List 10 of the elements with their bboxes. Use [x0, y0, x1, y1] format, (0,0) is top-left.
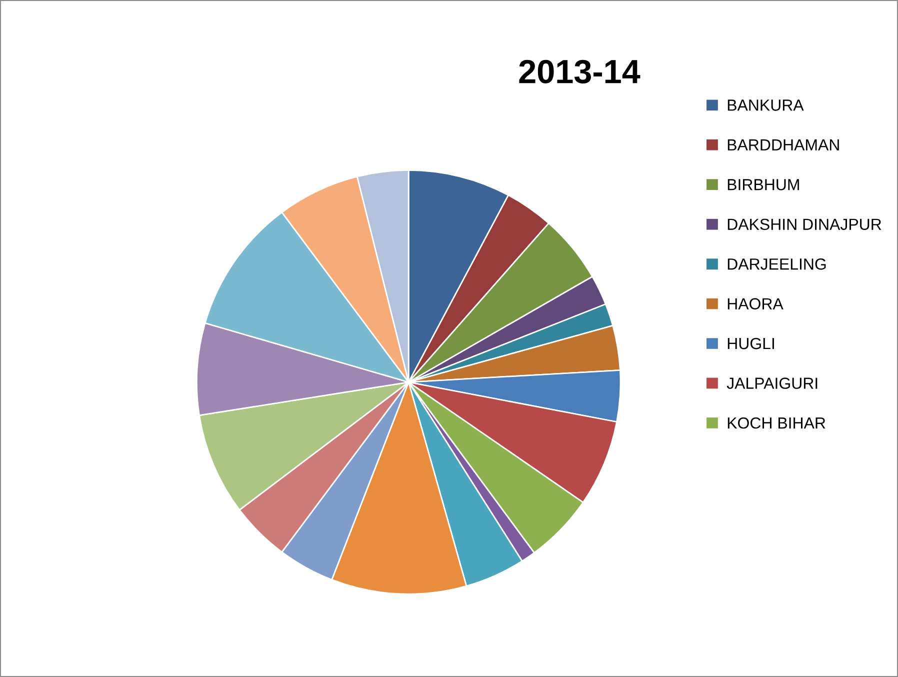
legend-label: JALPAIGURI	[726, 378, 818, 389]
legend-label: BANKURA	[728, 100, 804, 111]
legend-label: HAORA	[728, 298, 784, 310]
legend-label: KOCH BIHAR	[728, 417, 826, 429]
legend-label: HUGLI	[728, 338, 774, 350]
legend-label: BARDDHAMAN	[728, 139, 839, 150]
legend-label: DAKSHIN DINAJPUR	[728, 218, 882, 230]
legend-label: BIRBHUM	[728, 179, 799, 190]
chart-title: 2013-14	[519, 60, 640, 84]
legend-label: DARJEELING	[728, 258, 826, 270]
